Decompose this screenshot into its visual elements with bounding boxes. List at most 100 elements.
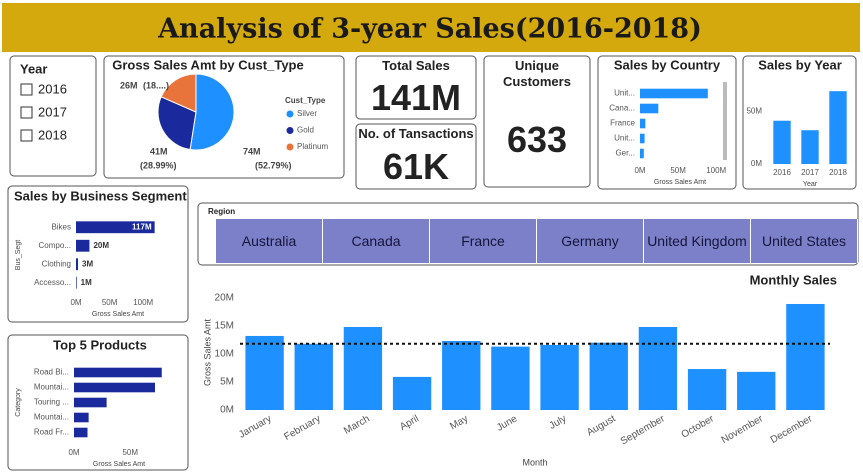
- header-bar: [2, 3, 860, 52]
- bar: [640, 148, 644, 159]
- x-tick-label: December: [769, 413, 815, 446]
- y-tick-label: 0M: [220, 405, 234, 416]
- x-tick-label: October: [680, 413, 717, 441]
- bar: [640, 88, 708, 99]
- bar: [589, 342, 628, 410]
- x-tick-label: 50M: [102, 298, 118, 307]
- bar: [76, 276, 77, 289]
- card-value: 61K: [382, 146, 450, 187]
- pie-slice: [157, 96, 197, 151]
- x-axis-label: Gross Sales Amt: [93, 461, 145, 468]
- checkbox[interactable]: [20, 106, 33, 119]
- slicer-option[interactable]: 2017: [38, 104, 67, 119]
- x-tick-label: February: [282, 413, 322, 443]
- bar: [786, 303, 825, 410]
- y-tick-label: Unit...: [614, 89, 635, 98]
- bar: [76, 239, 90, 252]
- panel: [483, 55, 591, 188]
- data-label: (28.99%): [140, 160, 177, 170]
- pie-slice: [160, 73, 197, 113]
- y-tick-label: 15M: [215, 320, 234, 331]
- slicer-button[interactable]: United States: [751, 219, 858, 263]
- legend-marker: [286, 110, 294, 118]
- x-tick-label: April: [398, 413, 421, 433]
- bar: [737, 371, 776, 410]
- x-tick-label: May: [448, 413, 470, 432]
- y-tick-label: Accesso...: [34, 278, 71, 287]
- x-tick-label: January: [237, 413, 273, 440]
- x-axis-label: Gross Sales Amt: [92, 311, 144, 318]
- data-label: (18....): [143, 80, 169, 90]
- bar: [491, 346, 530, 410]
- bar: [829, 91, 847, 164]
- y-tick-label: Unit...: [614, 134, 635, 143]
- x-tick-label: 2018: [829, 168, 847, 177]
- slicer-option[interactable]: United Kingdom: [647, 232, 747, 249]
- x-tick-label: March: [342, 413, 372, 436]
- slicer-button[interactable]: Australia: [216, 219, 323, 263]
- card-title: No. of Tansactions: [358, 126, 474, 141]
- data-label: 26M: [120, 80, 138, 90]
- bar: [540, 344, 579, 410]
- bar: [74, 382, 155, 393]
- x-tick-label: August: [585, 413, 618, 438]
- slicer-option[interactable]: 2018: [38, 127, 67, 142]
- slicer-title: Year: [20, 61, 47, 76]
- y-tick-label: Mountai...: [34, 383, 69, 392]
- bar: [392, 376, 432, 410]
- data-label: 3M: [82, 259, 93, 268]
- slicer-button[interactable]: United Kingdom: [644, 219, 751, 263]
- x-tick-label: 50M: [670, 166, 686, 175]
- x-tick-label: September: [619, 413, 667, 447]
- panel: [742, 55, 857, 190]
- bar: [74, 412, 89, 423]
- legend-title: Cust_Type: [285, 96, 326, 105]
- legend-label: Silver: [297, 109, 317, 118]
- y-tick-label: Clothing: [42, 259, 71, 268]
- y-tick-label: Mountai...: [34, 413, 69, 422]
- y-tick-label: 10M: [215, 349, 234, 360]
- chart-title: Sales by Country: [614, 57, 721, 72]
- x-tick-label: June: [495, 413, 520, 434]
- x-tick-label: 100M: [706, 166, 726, 175]
- checkbox[interactable]: [20, 129, 33, 142]
- x-axis-label: Year: [803, 181, 818, 188]
- chart-title: Sales by Business Segment: [14, 188, 187, 203]
- bar: [74, 397, 107, 408]
- data-label: (52.79%): [255, 160, 292, 170]
- slicer-option[interactable]: Canada: [351, 232, 401, 249]
- slicer-option[interactable]: United States: [761, 232, 847, 249]
- card-value: 633: [506, 119, 568, 160]
- slicer-option[interactable]: Germany: [561, 232, 619, 249]
- legend-label: Gold: [297, 126, 314, 135]
- slicer-option[interactable]: 2016: [38, 81, 67, 96]
- y-tick-label: 5M: [220, 377, 234, 388]
- x-axis-label: Month: [522, 457, 547, 467]
- bar: [442, 341, 481, 410]
- slicer-button[interactable]: France: [430, 219, 537, 263]
- slicer-option[interactable]: France: [461, 232, 505, 249]
- chart-title: Gross Sales Amt by Cust_Type: [112, 57, 303, 72]
- bar: [245, 335, 284, 410]
- slicer-button[interactable]: Germany: [537, 219, 644, 263]
- legend-marker: [286, 143, 294, 151]
- x-tick-label: 0M: [70, 298, 81, 307]
- data-label: 41M: [150, 146, 168, 156]
- bar: [76, 258, 79, 271]
- x-tick-label: 2017: [801, 168, 819, 177]
- y-tick-label: Road Bi...: [34, 368, 69, 377]
- slicer-button[interactable]: Canada: [323, 219, 430, 263]
- legend-marker: [286, 127, 294, 134]
- chart-title: Monthly Sales: [750, 272, 837, 287]
- checkbox[interactable]: [20, 83, 33, 96]
- data-label: 117M: [132, 222, 152, 231]
- x-tick-label: 50M: [122, 448, 138, 457]
- pie-slice: [189, 73, 235, 151]
- y-tick-label: France: [610, 119, 635, 128]
- y-tick-label: 20M: [215, 292, 234, 303]
- y-axis-label: Gross Sales Amt: [202, 318, 212, 386]
- legend-label: Platinum: [297, 142, 328, 151]
- slicer-option[interactable]: Australia: [241, 232, 297, 249]
